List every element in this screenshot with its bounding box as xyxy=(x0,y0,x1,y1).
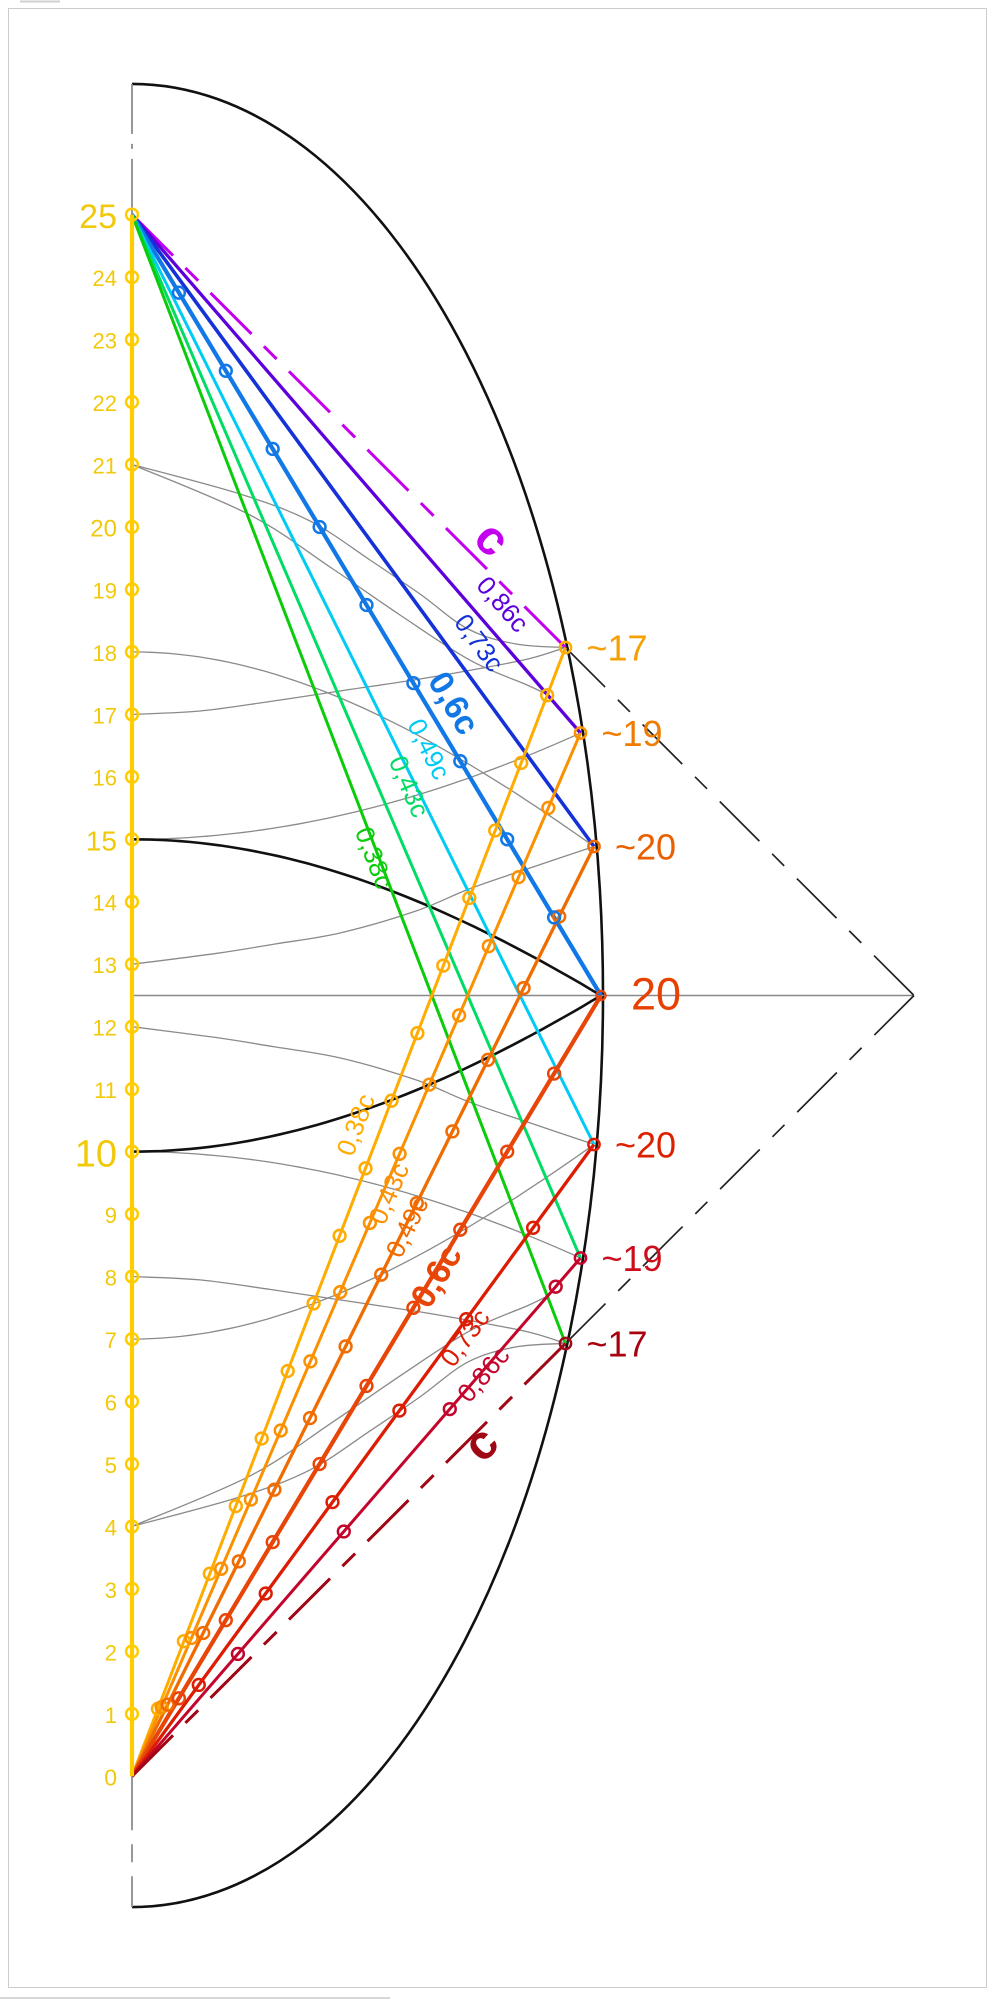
svg-text:14: 14 xyxy=(93,891,117,916)
svg-text:16: 16 xyxy=(93,766,117,791)
svg-text:15: 15 xyxy=(86,825,117,856)
svg-text:11: 11 xyxy=(94,1078,117,1103)
svg-text:20: 20 xyxy=(631,969,681,1020)
svg-text:4: 4 xyxy=(105,1515,117,1540)
svg-text:1: 1 xyxy=(105,1703,117,1728)
svg-text:12: 12 xyxy=(93,1016,117,1041)
svg-text:~17: ~17 xyxy=(587,1324,648,1365)
svg-text:~20: ~20 xyxy=(615,827,676,868)
svg-text:24: 24 xyxy=(93,266,117,291)
svg-text:7: 7 xyxy=(105,1328,117,1353)
svg-text:~19: ~19 xyxy=(602,713,663,754)
svg-text:~19: ~19 xyxy=(602,1238,663,1279)
svg-text:22: 22 xyxy=(93,391,117,416)
svg-text:13: 13 xyxy=(93,953,117,978)
svg-text:6: 6 xyxy=(105,1391,117,1416)
svg-text:25: 25 xyxy=(79,198,117,236)
svg-text:20: 20 xyxy=(90,516,117,543)
svg-text:~17: ~17 xyxy=(587,628,648,669)
svg-text:17: 17 xyxy=(93,703,117,728)
svg-text:3: 3 xyxy=(105,1578,117,1603)
svg-text:19: 19 xyxy=(93,578,117,603)
svg-text:23: 23 xyxy=(93,329,117,354)
svg-text:~20: ~20 xyxy=(615,1125,676,1166)
svg-text:10: 10 xyxy=(75,1133,117,1175)
svg-text:2: 2 xyxy=(105,1640,117,1665)
svg-text:5: 5 xyxy=(105,1453,117,1478)
svg-text:9: 9 xyxy=(105,1203,117,1228)
svg-text:8: 8 xyxy=(105,1266,117,1291)
svg-text:18: 18 xyxy=(93,641,117,666)
svg-text:21: 21 xyxy=(93,453,117,478)
svg-text:0: 0 xyxy=(104,1765,117,1791)
